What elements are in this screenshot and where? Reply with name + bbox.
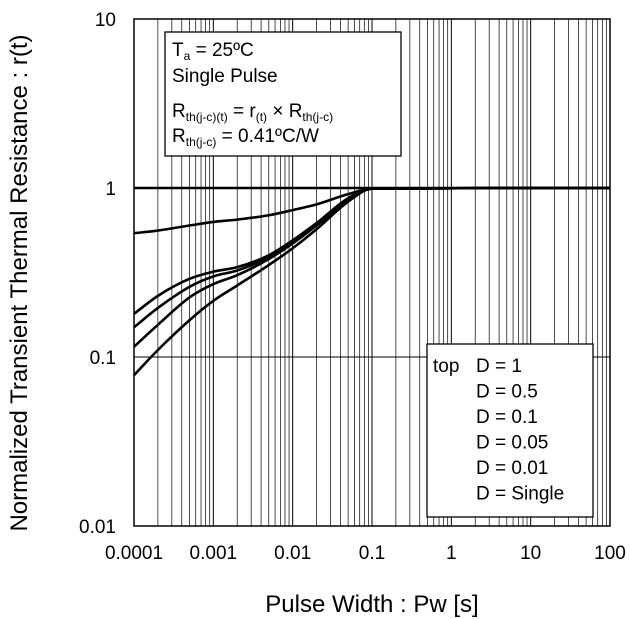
rjc-value: Rth(j-c) = 0.41ºC/W xyxy=(172,126,319,149)
conditions-box-frame xyxy=(164,31,402,157)
legend-entry: D = 0.05 xyxy=(476,433,548,454)
y-tick-label: 0.01 xyxy=(79,517,116,538)
y-tick-label: 10 xyxy=(95,10,116,31)
legend-entry: D = 0.5 xyxy=(476,382,538,403)
formula-r-subscript: th(j-c)(t) xyxy=(186,110,228,124)
formula-equals: = r xyxy=(228,101,257,122)
x-tick-label: 0.0001 xyxy=(105,543,163,564)
legend-entries: D = 1 D = 0.5 D = 0.1 D = 0.05 D = 0.01 D = S… xyxy=(476,356,564,505)
thermal-formula: Rth(j-c)(t) = r(t) × Rth(j-c) xyxy=(172,101,333,124)
x-tick-label: 0.01 xyxy=(274,543,311,564)
legend-frame xyxy=(426,343,594,518)
x-axis-title: Pulse Width : Pw [s] xyxy=(265,591,478,618)
pulse-type: Single Pulse xyxy=(172,66,278,87)
y-tick-labels: 0.01 0.1 1 10 xyxy=(79,10,116,538)
x-tick-label: 1 xyxy=(446,543,457,564)
series-line-5 xyxy=(133,186,611,377)
legend-prefix: top xyxy=(433,356,459,377)
formula-r: R xyxy=(172,101,186,122)
formula-rt-subscript: (t) xyxy=(256,110,267,124)
rjc-subscript: th(j-c) xyxy=(186,135,217,149)
plot-frame xyxy=(133,18,611,527)
x-tick-label: 0.001 xyxy=(190,543,238,564)
ambient-temperature: Ta = 25ºC xyxy=(172,40,254,63)
rjc-number: = 0.41ºC/W xyxy=(216,126,319,147)
y-tick-label: 1 xyxy=(105,179,116,200)
formula-times: × R xyxy=(267,101,302,122)
series-curves xyxy=(133,186,611,377)
x-tick-label: 100 xyxy=(594,543,626,564)
legend-entry: D = 0.01 xyxy=(476,458,548,479)
x-tick-label: 10 xyxy=(520,543,541,564)
ta-symbol: T xyxy=(172,40,184,61)
legend-entry: D = 1 xyxy=(476,356,522,377)
conditions-box: Ta = 25ºC Single Pulse Rth(j-c)(t) = r(t… xyxy=(164,31,402,157)
x-tick-labels: 0.0001 0.001 0.01 0.1 1 10 100 xyxy=(105,543,626,564)
ta-value: = 25ºC xyxy=(190,40,253,61)
x-tick-label: 0.1 xyxy=(359,543,385,564)
y-tick-label: 0.1 xyxy=(90,348,116,369)
rjc-symbol: R xyxy=(172,126,186,147)
legend-entry: D = 0.1 xyxy=(476,407,538,428)
legend-entry: D = Single xyxy=(476,484,564,505)
formula-rjc-subscript: th(j-c) xyxy=(302,110,333,124)
ta-subscript: a xyxy=(184,49,191,63)
legend: top D = 1D = 0.5D = 0.1D = 0.05D = 0.01D… xyxy=(426,343,594,518)
y-axis-title: Normalized Transient Thermal Resistance … xyxy=(6,34,33,531)
